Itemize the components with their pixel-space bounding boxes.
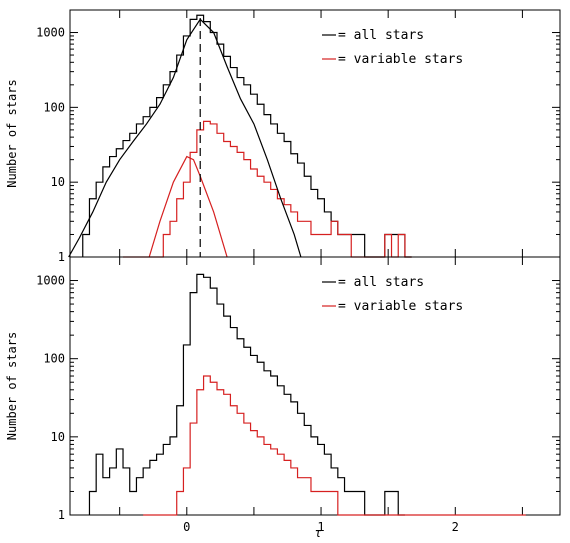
variable-stars-histogram [143,375,526,516]
legend-label: = variable stars [338,52,463,67]
y-tick-label: 1 [58,508,65,522]
y-tick-label: 10 [51,430,65,444]
bottom-panel: 1 10 100 1000 0 1 2 Number of stars = all stars =… [5,256,561,534]
all-stars-fit-curve [68,18,302,258]
y-tick-label: 1000 [36,274,65,288]
y-tick-label: 100 [43,100,65,114]
y-tick-label: 1000 [36,26,65,40]
variable-stars-histogram [123,120,412,258]
x-tick-label: 0 [183,520,190,534]
top-panel: 1 10 100 1000 Number of stars = all stars = va… [5,9,561,264]
y-axis-label: Number of stars [5,332,19,440]
y-tick-label: 10 [51,175,65,189]
plot-frame [69,9,561,258]
variable-stars-fit-curve [148,155,228,258]
y-tick-label: 100 [43,352,65,366]
legend-label: = all stars [338,275,424,290]
y-axis-label: Number of stars [5,79,19,187]
x-tick-label: 1 [317,520,324,534]
y-tick-label: 1 [58,250,65,264]
legend-label: = all stars [338,28,424,43]
x-axis-label: τ [314,526,321,540]
plot-frame [69,256,561,516]
x-tick-label: 2 [452,520,459,534]
all-stars-histogram [88,273,405,516]
legend-label: = variable stars [338,299,463,314]
